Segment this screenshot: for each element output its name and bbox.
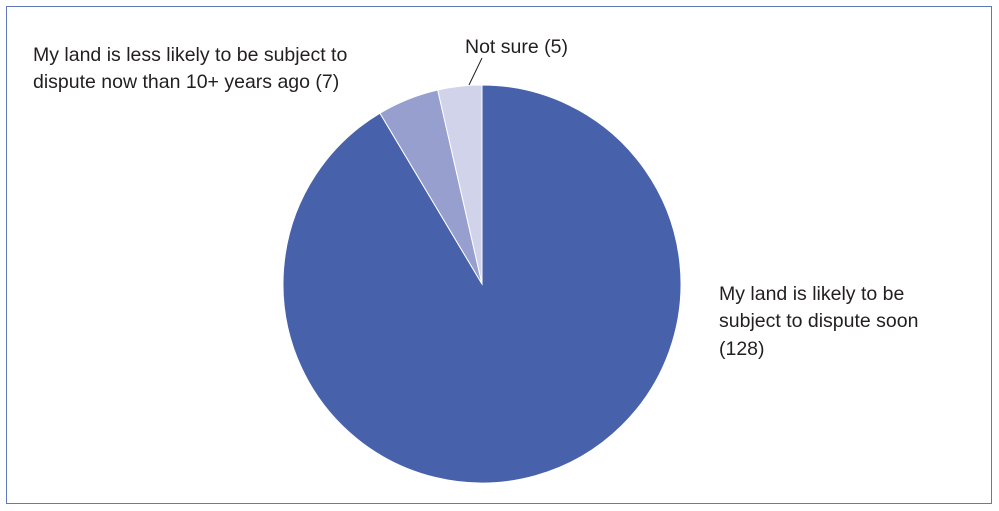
slice-label-line: (128) <box>719 338 765 360</box>
slice-not-sure <box>437 84 483 285</box>
slice-label-not-sure: Not sure (5) <box>465 36 568 58</box>
pie-slices <box>282 84 682 484</box>
not-sure-leader-line <box>468 57 483 86</box>
slice-label-less-likely: My land is less likely to be subject to … <box>33 44 353 93</box>
slice-label-line: My land is likely to be <box>719 283 904 305</box>
slice-label-likely-dispute: My land is likely to be subject to dispu… <box>719 283 924 360</box>
slice-label-line: dispute now than 10+ years ago (7) <box>33 71 339 93</box>
slice-label-line: subject to dispute soon <box>719 310 918 332</box>
slice-label-line: Not sure (5) <box>465 36 568 58</box>
slice-label-line: My land is less likely to be subject to <box>33 44 347 66</box>
